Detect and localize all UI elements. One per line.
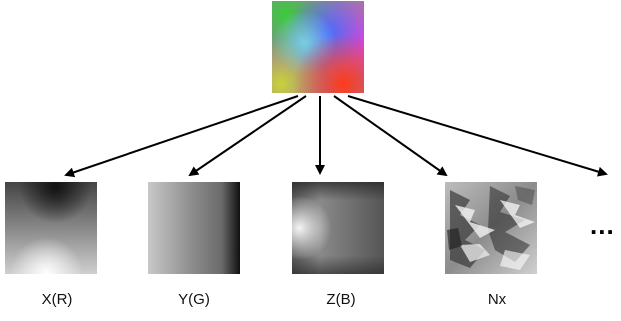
channel-image-y xyxy=(148,182,240,274)
arrows xyxy=(64,95,608,178)
arrow-to-nx xyxy=(333,95,448,177)
arrow-to-y xyxy=(188,95,307,177)
channel-image-z xyxy=(292,182,384,274)
channel-image-x xyxy=(5,182,97,274)
label-nx: Nx xyxy=(487,291,507,308)
arrow-to-more xyxy=(347,95,608,177)
label-z: Z(B) xyxy=(326,291,356,308)
arrow-to-x xyxy=(64,95,299,178)
label-y: Y(G) xyxy=(178,291,210,308)
label-x: X(R) xyxy=(41,291,73,308)
source-image xyxy=(272,1,364,93)
channel-image-nx xyxy=(445,182,537,274)
more-channels-ellipsis: ... xyxy=(590,210,615,240)
